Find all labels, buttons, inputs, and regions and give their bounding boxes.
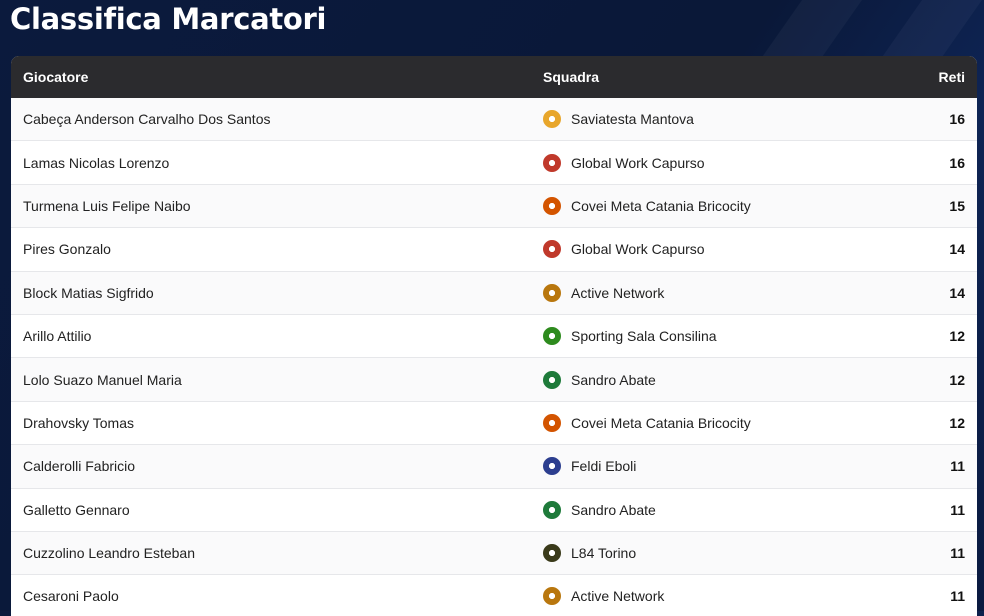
team-logo-icon (543, 587, 561, 606)
player-name[interactable]: Arillo Attilio (23, 328, 92, 345)
player-name[interactable]: Drahovsky Tomas (23, 414, 135, 431)
table-row[interactable]: Cuzzolino Leandro Esteban L84 Torino 11 (11, 531, 977, 576)
goals-value: 14 (949, 241, 965, 258)
player-name[interactable]: Cuzzolino Leandro Esteban (23, 545, 196, 562)
goals-value: 11 (950, 545, 965, 562)
player-name[interactable]: Lolo Suazo Manuel Maria (23, 371, 182, 388)
table-row[interactable]: Galletto Gennaro Sandro Abate 11 (11, 488, 977, 532)
table-row[interactable]: Arillo Attilio Sporting Sala Consilina 12 (11, 314, 977, 359)
team-name[interactable]: L84 Torino (571, 545, 637, 562)
team-cell[interactable]: Feldi Eboli (543, 457, 905, 476)
team-name[interactable]: Sandro Abate (571, 501, 656, 518)
table-row[interactable]: Calderolli Fabricio Feldi Eboli 11 (11, 445, 977, 489)
table-row[interactable]: Pires Gonzalo Global Work Capurso 14 (11, 228, 977, 272)
table-row[interactable]: Lamas Nicolas Lorenzo Global Work Capurso… (11, 141, 977, 185)
header-player[interactable]: Giocatore (23, 69, 89, 85)
team-logo-icon (543, 110, 561, 129)
team-name[interactable]: Feldi Eboli (571, 458, 637, 475)
table-row[interactable]: Drahovsky Tomas Covei Meta Catania Bricoc… (11, 401, 977, 446)
goals-value: 15 (949, 197, 965, 214)
player-name[interactable]: Galletto Gennaro (23, 501, 130, 518)
team-name[interactable]: Sporting Sala Consilina (571, 328, 717, 345)
team-logo-icon (543, 500, 561, 519)
team-cell[interactable]: Sandro Abate (543, 500, 905, 519)
team-cell[interactable]: Saviatesta Mantova (543, 110, 905, 129)
player-name[interactable]: Cesaroni Paolo (23, 588, 119, 605)
player-name[interactable]: Lamas Nicolas Lorenzo (23, 154, 170, 171)
table-body: Cabeça Anderson Carvalho Dos Santos Savia… (11, 98, 977, 616)
table-row[interactable]: Cesaroni Paolo Active Network 11 (11, 575, 977, 616)
team-logo-icon (543, 240, 561, 259)
team-name[interactable]: Global Work Capurso (571, 241, 705, 258)
player-name[interactable]: Turmena Luis Felipe Naibo (23, 197, 191, 214)
player-name[interactable]: Pires Gonzalo (23, 241, 111, 258)
table-row[interactable]: Lolo Suazo Manuel Maria Sandro Abate 12 (11, 358, 977, 402)
team-name[interactable]: Active Network (571, 284, 665, 301)
table-row[interactable]: Block Matias Sigfrido Active Network 14 (11, 271, 977, 315)
team-cell[interactable]: Global Work Capurso (543, 153, 905, 172)
goals-value: 11 (950, 588, 965, 605)
team-logo-icon (543, 370, 561, 389)
header-goals[interactable]: Reti (938, 69, 965, 85)
team-logo-icon (543, 153, 561, 172)
table-header: Giocatore Squadra Reti (11, 56, 977, 98)
team-name[interactable]: Global Work Capurso (571, 154, 705, 171)
goals-value: 11 (950, 458, 965, 475)
goals-value: 16 (949, 154, 965, 171)
team-cell[interactable]: Global Work Capurso (543, 240, 905, 259)
team-logo-icon (543, 457, 561, 476)
scorers-table: Giocatore Squadra Reti Cabeça Anderson C… (11, 56, 977, 616)
team-name[interactable]: Covei Meta Catania Bricocity (571, 197, 751, 214)
team-cell[interactable]: Covei Meta Catania Bricocity (543, 413, 905, 432)
table-row[interactable]: Cabeça Anderson Carvalho Dos Santos Savia… (11, 98, 977, 142)
goals-value: 11 (950, 501, 965, 518)
team-cell[interactable]: L84 Torino (543, 544, 905, 563)
table-row[interactable]: Turmena Luis Felipe Naibo Covei Meta Cata… (11, 184, 977, 229)
team-name[interactable]: Active Network (571, 588, 665, 605)
player-name[interactable]: Calderolli Fabricio (23, 458, 136, 475)
goals-value: 14 (949, 284, 965, 301)
player-name[interactable]: Block Matias Sigfrido (23, 284, 154, 301)
team-cell[interactable]: Active Network (543, 587, 905, 606)
goals-value: 12 (949, 414, 965, 431)
team-name[interactable]: Covei Meta Catania Bricocity (571, 414, 751, 431)
team-cell[interactable]: Sporting Sala Consilina (543, 327, 905, 346)
team-cell[interactable]: Active Network (543, 283, 905, 302)
team-logo-icon (543, 327, 561, 346)
player-name[interactable]: Cabeça Anderson Carvalho Dos Santos (23, 111, 271, 128)
team-logo-icon (543, 413, 561, 432)
page-title: Classifica Marcatori (10, 2, 327, 36)
team-cell[interactable]: Covei Meta Catania Bricocity (543, 196, 905, 215)
goals-value: 12 (949, 328, 965, 345)
team-name[interactable]: Saviatesta Mantova (571, 111, 694, 128)
team-logo-icon (543, 544, 561, 563)
team-name[interactable]: Sandro Abate (571, 371, 656, 388)
goals-value: 16 (949, 111, 965, 128)
goals-value: 12 (949, 371, 965, 388)
team-cell[interactable]: Sandro Abate (543, 370, 905, 389)
header-team[interactable]: Squadra (543, 69, 600, 85)
team-logo-icon (543, 283, 561, 302)
team-logo-icon (543, 196, 561, 215)
